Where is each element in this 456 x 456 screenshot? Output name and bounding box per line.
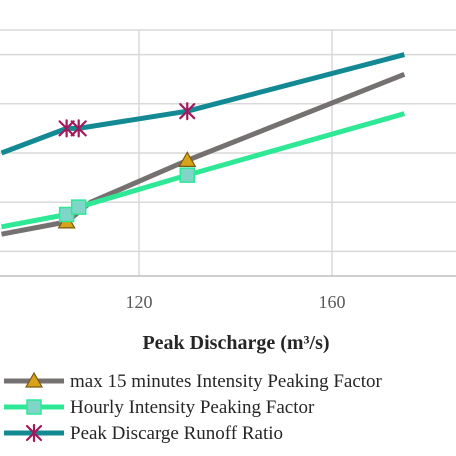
legend-marker-0 [24, 371, 44, 388]
legend-marker-2 [25, 423, 43, 443]
series-0-point-3 [178, 151, 197, 167]
legend-label-2: Peak Discarge Runoff Ratio [70, 423, 283, 444]
series-2-point-2 [70, 119, 87, 138]
legend: max 15 minutes Intensity Peaking Factor H… [4, 371, 383, 444]
x-tick-label-1: 160 [319, 292, 346, 312]
series-markers [57, 102, 197, 229]
series-1-point-2 [70, 199, 87, 215]
series-2-point-1 [58, 119, 75, 138]
legend-label-0: max 15 minutes Intensity Peaking Factor [70, 371, 383, 392]
x-tick-labels: 120 160 [126, 292, 346, 312]
x-axis-title: Peak Discharge (m³/s) [142, 332, 329, 354]
x-tick-label-0: 120 [126, 292, 153, 312]
series-2-point-3 [179, 102, 196, 121]
series-1-point-3 [179, 167, 195, 183]
grid-lines [0, 29, 456, 277]
legend-marker-1 [26, 399, 42, 415]
legend-label-1: Hourly Intensity Peaking Factor [70, 397, 315, 418]
